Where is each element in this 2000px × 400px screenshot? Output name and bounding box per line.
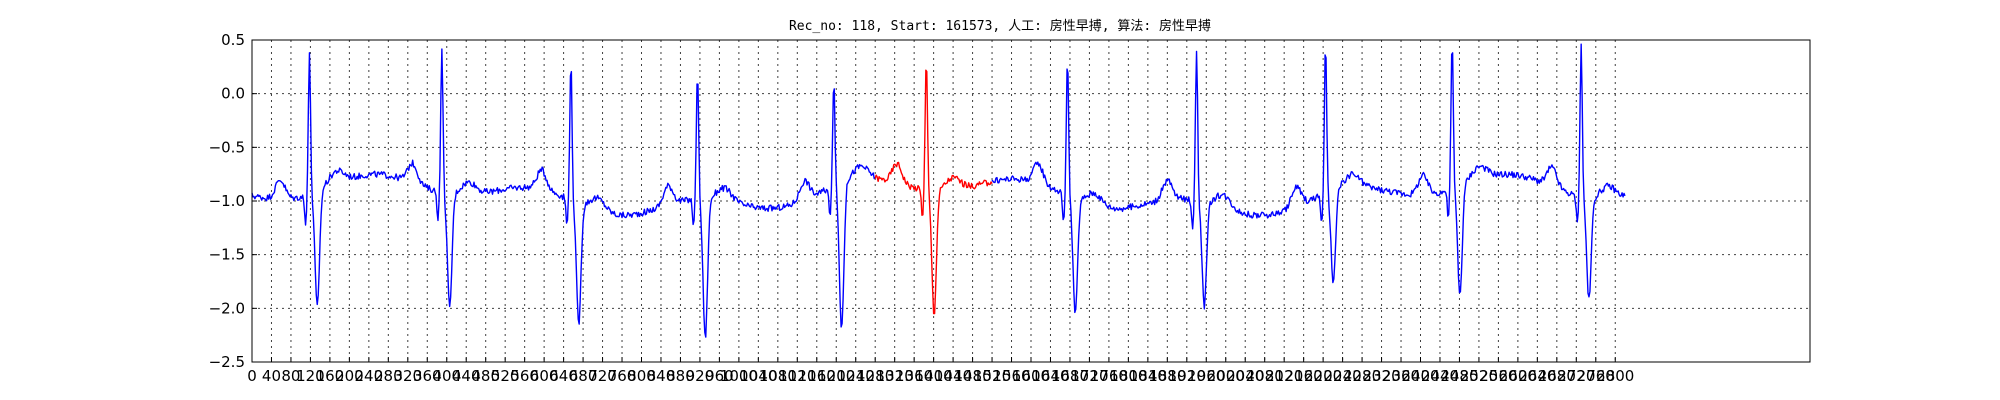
x-tick-label: 880 bbox=[666, 367, 695, 385]
x-tick-label: 840 bbox=[647, 367, 676, 385]
x-tick-label: 1680 bbox=[1051, 367, 1089, 385]
x-tick-label: 1120 bbox=[778, 367, 816, 385]
x-tick-label: 2320 bbox=[1362, 367, 1400, 385]
x-tick-label: 480 bbox=[471, 367, 500, 385]
x-tick-label: 2520 bbox=[1460, 367, 1498, 385]
x-tick-label: 2000 bbox=[1207, 367, 1245, 385]
chart-title: Rec_no: 118, Start: 161573, 人工: 房性早搏, 算法… bbox=[789, 18, 1211, 34]
x-tick-label: 1200 bbox=[817, 367, 855, 385]
y-tick-label: 0.0 bbox=[221, 85, 245, 103]
x-tick-label: 640 bbox=[549, 367, 578, 385]
x-tick-label: 1800 bbox=[1109, 367, 1147, 385]
x-tick-label: 600 bbox=[530, 367, 559, 385]
x-tick-label: 1560 bbox=[992, 367, 1030, 385]
x-tick-label: 520 bbox=[491, 367, 520, 385]
ecg-series-line bbox=[874, 69, 993, 315]
x-tick-label: 2800 bbox=[1596, 367, 1634, 385]
y-tick-label: −2.0 bbox=[209, 299, 245, 317]
x-tick-label: 1320 bbox=[876, 367, 914, 385]
x-tick-label: 1280 bbox=[856, 367, 894, 385]
x-tick-label: 2200 bbox=[1304, 367, 1342, 385]
x-tick-label: 0 bbox=[247, 367, 257, 385]
x-tick-label: 2080 bbox=[1246, 367, 1284, 385]
x-tick-label: 400 bbox=[432, 367, 461, 385]
x-tick-label: 320 bbox=[393, 367, 422, 385]
x-tick-label: 1160 bbox=[798, 367, 836, 385]
x-tick-label: 240 bbox=[355, 367, 384, 385]
x-tick-label: 760 bbox=[608, 367, 637, 385]
x-tick-label: 2600 bbox=[1499, 367, 1537, 385]
x-tick-label: 1360 bbox=[895, 367, 933, 385]
x-tick-label: 2040 bbox=[1226, 367, 1264, 385]
x-tick-label: 2120 bbox=[1265, 367, 1303, 385]
x-tick-label: 1600 bbox=[1012, 367, 1050, 385]
x-tick-label: 160 bbox=[316, 367, 345, 385]
x-tick-label: 2280 bbox=[1343, 367, 1381, 385]
x-tick-label: 800 bbox=[627, 367, 656, 385]
y-tick-label: 0.5 bbox=[221, 31, 245, 49]
y-tick-label: −0.5 bbox=[209, 138, 245, 156]
x-tick-label: 1880 bbox=[1148, 367, 1186, 385]
x-tick-label: 2560 bbox=[1479, 367, 1517, 385]
y-tick-label: −1.0 bbox=[209, 192, 245, 210]
x-tick-label: 2480 bbox=[1440, 367, 1478, 385]
x-tick-label: 720 bbox=[588, 367, 617, 385]
series-layer bbox=[251, 43, 1626, 338]
x-tick-label: 2360 bbox=[1382, 367, 1420, 385]
x-tick-label: 1720 bbox=[1070, 367, 1108, 385]
x-tick-label: 680 bbox=[569, 367, 598, 385]
x-tick-label: 280 bbox=[374, 367, 403, 385]
x-tick-label: 920 bbox=[686, 367, 715, 385]
x-tick-label: 560 bbox=[510, 367, 539, 385]
x-tick-label: 960 bbox=[705, 367, 734, 385]
x-tick-label: 440 bbox=[452, 367, 481, 385]
x-tick-label: 1840 bbox=[1129, 367, 1167, 385]
x-tick-label: 200 bbox=[335, 367, 364, 385]
x-tick-label: 1400 bbox=[915, 367, 953, 385]
x-tick-label: 2720 bbox=[1557, 367, 1595, 385]
x-tick-label: 2400 bbox=[1401, 367, 1439, 385]
ecg-series-line bbox=[251, 48, 876, 338]
x-tick-label: 1920 bbox=[1168, 367, 1206, 385]
x-tick-label: 1040 bbox=[739, 367, 777, 385]
x-tick-label: 1000 bbox=[720, 367, 758, 385]
x-tick-label: 2240 bbox=[1324, 367, 1362, 385]
axis-layer: 0 40 8012016020024028032036040044048052056… bbox=[209, 31, 1635, 385]
x-tick-label: 1520 bbox=[973, 367, 1011, 385]
x-tick-label: 120 bbox=[296, 367, 325, 385]
x-tick-label: 1240 bbox=[837, 367, 875, 385]
x-tick-label: 1440 bbox=[934, 367, 972, 385]
x-tick-label: 40 bbox=[262, 367, 281, 385]
ecg-series-line bbox=[991, 43, 1626, 314]
y-tick-label: −2.5 bbox=[209, 353, 245, 371]
y-tick-label: −1.5 bbox=[209, 246, 245, 264]
x-tick-label: 2640 bbox=[1518, 367, 1556, 385]
grid-layer bbox=[251, 39, 1810, 363]
x-tick-label: 2160 bbox=[1285, 367, 1323, 385]
x-tick-label: 1960 bbox=[1187, 367, 1225, 385]
x-tick-label: 1640 bbox=[1031, 367, 1069, 385]
x-tick-label: 360 bbox=[413, 367, 442, 385]
x-tick-label: 1080 bbox=[759, 367, 797, 385]
x-tick-label: 2680 bbox=[1538, 367, 1576, 385]
x-tick-label: 1480 bbox=[953, 367, 991, 385]
x-tick-label: 2440 bbox=[1421, 367, 1459, 385]
x-tick-label: 80 bbox=[281, 367, 300, 385]
x-tick-label: 2760 bbox=[1577, 367, 1615, 385]
x-tick-label: 1760 bbox=[1090, 367, 1128, 385]
